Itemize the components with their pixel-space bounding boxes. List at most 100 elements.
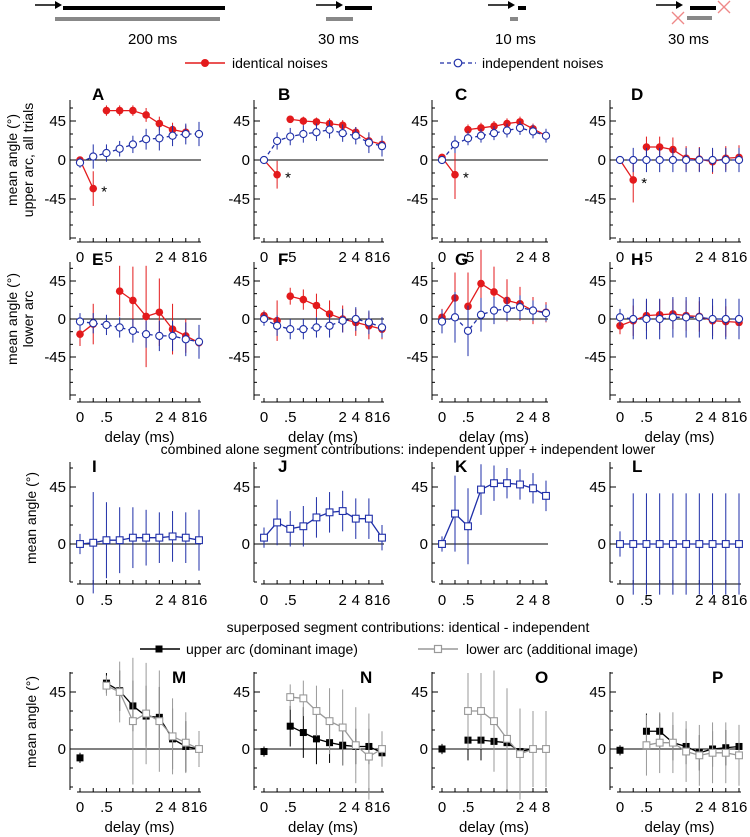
y-tick-label: -45: [406, 191, 428, 208]
y-tick-label: 45: [233, 113, 250, 130]
data-point: [299, 694, 308, 703]
data-point: [312, 301, 321, 310]
y-tick-label: 0: [58, 311, 66, 328]
data-point: [490, 479, 498, 488]
data-point: [735, 540, 743, 548]
stimulus-duration-label: 30 ms: [318, 31, 359, 48]
panel-letter: N: [360, 668, 372, 687]
x-tick-label: 0: [260, 409, 268, 426]
stimulus-200ms: 200 ms: [35, 1, 225, 48]
data-point: [503, 734, 511, 743]
stimulus-30ms-b: 30 ms: [656, 0, 731, 48]
data-point: [542, 745, 550, 753]
data-point: [681, 155, 691, 165]
panel-letter: H: [631, 250, 643, 269]
y-tick-label: 45: [411, 479, 428, 496]
data-point: [629, 155, 638, 165]
data-point: [615, 313, 625, 322]
data-point: [286, 524, 295, 533]
legend-upper-label: upper arc (dominant image): [186, 641, 358, 657]
x-tick-label: 4: [529, 592, 537, 609]
series-line: [263, 318, 383, 330]
panel-letter: K: [455, 457, 468, 476]
x-tick-label: .5: [640, 592, 653, 609]
legend-identical-marker: [201, 59, 209, 67]
y-tick-label: 0: [420, 741, 428, 758]
y-tick-label: 0: [242, 536, 250, 553]
x-tick-label: 0: [76, 592, 84, 609]
x-tick-label: 2: [338, 592, 346, 609]
series-line: [263, 510, 383, 539]
data-point: [155, 717, 164, 726]
x-tick-label: .5: [640, 249, 653, 266]
x-tick-label: 8: [542, 592, 550, 609]
y-tick-label: -45: [44, 349, 66, 366]
data-point: [168, 732, 177, 741]
data-point: [102, 320, 111, 330]
y-tick-label: 0: [58, 741, 66, 758]
x-tick-label: .5: [284, 592, 297, 609]
y-tick-label: 45: [589, 479, 606, 496]
data-point: [128, 533, 137, 542]
x-tick-label: 8: [542, 249, 550, 266]
x-tick-label: .5: [640, 409, 653, 426]
data-point: [142, 533, 151, 542]
x-tick-label: 4: [168, 592, 176, 609]
data-point: [194, 337, 204, 346]
x-tick-label: 2: [338, 799, 346, 816]
data-point: [642, 314, 651, 324]
data-point: [128, 717, 137, 726]
data-point: [642, 155, 651, 165]
x-tick-label: 16: [191, 799, 208, 816]
series-line: [79, 133, 199, 164]
x-tick-label: 4: [168, 409, 176, 426]
data-point: [642, 540, 651, 548]
data-point: [155, 331, 164, 341]
stimulus-arrowhead: [508, 1, 515, 9]
data-point: [299, 324, 308, 334]
series-line: [79, 535, 200, 545]
stimulus-arrowhead: [55, 1, 62, 9]
data-point: [515, 303, 525, 312]
x-tick-label: 8: [182, 249, 190, 266]
legend-bottom: upper arc (dominant image) lower arc (ad…: [140, 641, 638, 657]
data-point: [502, 304, 512, 314]
legend-lower-label: lower arc (additional image): [466, 641, 638, 657]
y-tick-label: 0: [420, 311, 428, 328]
legend-independent-marker: [453, 58, 463, 68]
stimulus-duration-label: 200 ms: [128, 31, 177, 48]
x-tick-label: 8: [722, 249, 730, 266]
data-point: [516, 480, 524, 489]
x-tick-label: 2: [695, 409, 703, 426]
data-point: [142, 111, 150, 119]
data-point: [476, 310, 486, 319]
series-line: [619, 316, 739, 320]
data-point: [655, 738, 664, 747]
x-tick-label: 16: [374, 592, 391, 609]
y-tick-label: 45: [233, 273, 250, 290]
data-point: [437, 317, 447, 326]
data-point: [351, 131, 360, 140]
data-point: [168, 331, 177, 341]
x-tick-label: 0: [438, 592, 446, 609]
x-tick-label: .5: [462, 799, 475, 816]
y-tick-label: 45: [589, 273, 606, 290]
data-point: [477, 279, 485, 288]
data-point: [541, 131, 551, 140]
panels: 450-450.5 2 4 8 16A*450-450.5 2 4 8 16B*450-450.…: [44, 85, 747, 836]
x-tick-label: 4: [352, 592, 360, 609]
data-point: [629, 314, 638, 324]
data-point: [364, 318, 374, 327]
data-point: [115, 688, 124, 696]
series-line: [79, 320, 200, 343]
y-tick-label: -45: [44, 191, 66, 208]
data-point: [529, 745, 537, 753]
data-point: [464, 522, 472, 531]
stimulus-30ms-a: 30 ms: [316, 1, 372, 48]
x-tick-label: .5: [284, 249, 297, 266]
row2-ylabel-line2: lower arc: [20, 291, 36, 348]
y-tick-label: 0: [242, 311, 250, 328]
stimulus-cross-left: [671, 11, 685, 25]
data-point: [75, 158, 85, 167]
data-point: [76, 330, 84, 339]
